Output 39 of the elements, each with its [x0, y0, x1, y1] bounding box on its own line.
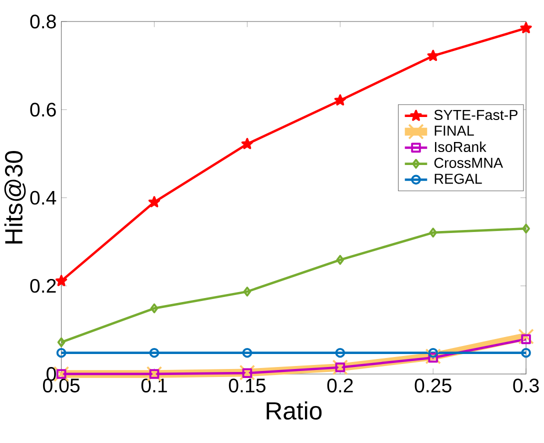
point — [150, 304, 158, 314]
x-tick-label: 0.15 — [228, 378, 266, 393]
point — [428, 353, 438, 363]
x-tick-label: 0.05 — [43, 378, 80, 393]
legend-label: REGAL — [434, 174, 482, 184]
y-tick-label: 0.4 — [30, 191, 56, 205]
point — [427, 50, 439, 62]
point — [243, 286, 252, 297]
legend-label: SYTE-Fast-P — [434, 110, 518, 120]
point — [149, 348, 160, 358]
y-tick-label: 0.2 — [30, 279, 56, 294]
point — [241, 138, 254, 150]
point — [56, 369, 66, 380]
point — [148, 196, 160, 208]
point — [242, 368, 252, 378]
x-tick-label: 0.1 — [141, 378, 167, 393]
y-tick-label: 0.6 — [30, 102, 56, 117]
point — [242, 348, 252, 358]
legend-label: CrossMNA — [434, 158, 504, 168]
point — [336, 255, 344, 266]
point — [518, 328, 534, 345]
point — [332, 360, 348, 376]
point — [335, 348, 346, 358]
x-axis-title: Ratio — [266, 402, 322, 420]
legend-label: FINAL — [434, 126, 474, 136]
x-tick-label: 0.25 — [414, 378, 452, 393]
point — [149, 369, 160, 380]
point — [334, 94, 346, 106]
point — [428, 348, 438, 358]
x-tick-label: 0.2 — [327, 378, 353, 393]
y-axis-title: Hits@30 — [4, 151, 26, 244]
point — [520, 22, 532, 34]
y-tick-label: 0.8 — [30, 14, 56, 29]
point — [429, 228, 438, 238]
point — [56, 275, 68, 286]
x-tick-label: 0.3 — [513, 378, 539, 393]
legend-label: IsoRank — [434, 142, 486, 152]
point — [521, 334, 531, 344]
point — [335, 362, 346, 373]
